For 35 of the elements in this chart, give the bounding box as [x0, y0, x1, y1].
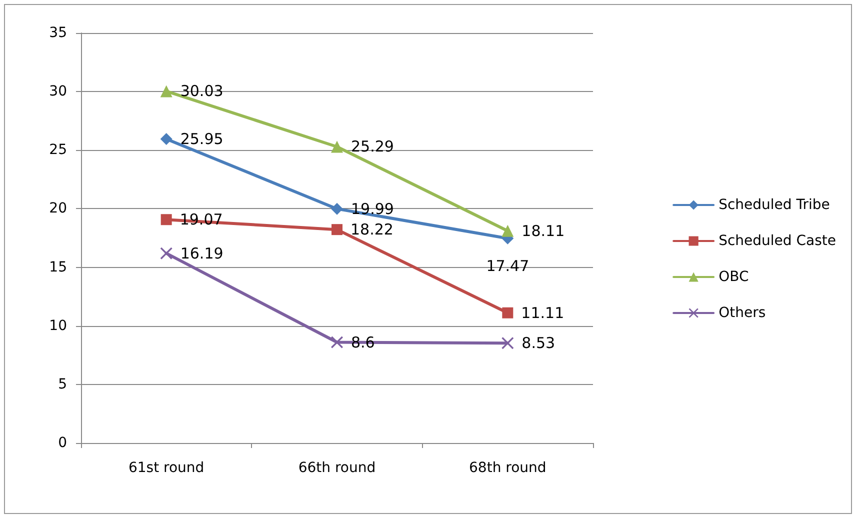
- y-tick-label: 0: [58, 435, 67, 451]
- data-label: 25.29: [351, 138, 394, 156]
- point: [160, 214, 172, 226]
- point: [160, 133, 172, 146]
- point: [331, 202, 343, 215]
- y-tick-label: 5: [58, 376, 67, 392]
- x-tick-label: 66th round: [298, 460, 376, 476]
- data-label: 30.03: [180, 82, 224, 100]
- y-tick-label: 20: [49, 200, 67, 217]
- data-label: 16.19: [180, 244, 224, 262]
- point: [331, 140, 343, 153]
- y-tick-label: 25: [49, 142, 67, 158]
- point: [502, 337, 514, 350]
- point: [332, 224, 342, 236]
- legend-label: Scheduled Caste: [718, 233, 836, 249]
- point: [160, 247, 172, 260]
- legend-label: Scheduled Tribe: [718, 197, 830, 213]
- legend-label: OBC: [718, 269, 749, 285]
- data-label: 17.47: [486, 256, 530, 275]
- y-tick-label: 35: [49, 25, 67, 41]
- point: [502, 307, 514, 318]
- x-tick-label: 61st round: [128, 460, 204, 476]
- data-label: 11.11: [521, 304, 564, 322]
- point: [160, 85, 172, 98]
- data-label: 18.11: [522, 222, 565, 240]
- y-tick-label: 30: [49, 84, 67, 100]
- data-label: 25.95: [180, 130, 224, 148]
- data-label: 8.53: [522, 334, 556, 352]
- data-label: 19.99: [351, 200, 394, 218]
- data-label: 18.22: [350, 220, 394, 239]
- point: [502, 224, 514, 237]
- legend-label: Others: [718, 305, 766, 321]
- x-tick-label: 68th round: [469, 460, 546, 476]
- y-tick-label: 15: [49, 259, 67, 276]
- y-tick-label: 10: [49, 318, 67, 334]
